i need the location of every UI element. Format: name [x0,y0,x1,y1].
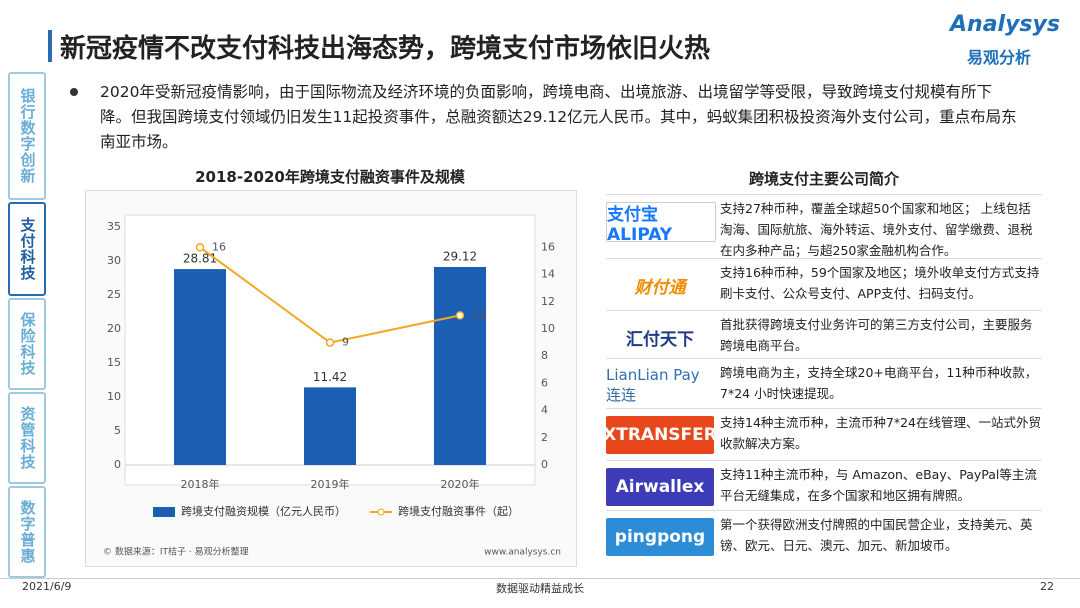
y-tick-label: 20 [107,322,121,335]
y2-tick-label: 2 [541,431,548,444]
legend-label: 跨境支付融资事件（起） [398,504,519,518]
bar-label: 29.12 [443,249,477,263]
line-point [195,243,205,252]
line-label: 11 [472,308,486,321]
side-tab[interactable]: 保险科技 [8,298,46,390]
y-tick-label: 35 [107,220,121,233]
company-desc: 跨境电商为主，支持全球20+电商平台，11种币种收款，7*24 小时快速提现。 [720,365,1038,401]
legend-swatch [153,507,175,517]
side-tab[interactable]: 银行数字创新 [8,72,46,200]
bar-label: 11.42 [313,370,347,384]
company-logo: LianLian Pay 连连 [606,366,714,404]
website: www.analysys.cn [484,548,561,558]
company-logo: 支付宝 ALIPAY [606,202,716,245]
y2-tick-label: 4 [541,404,548,417]
y2-tick-label: 8 [541,349,548,362]
x-tick-label: 2020年 [441,477,480,491]
x-tick-label: 2018年 [181,477,220,491]
row-divider [606,194,1042,195]
title-bar [48,30,52,62]
bar [174,269,226,465]
legend-label: 跨境支付融资规模（亿元人民币） [181,504,346,518]
line-label: 9 [342,336,349,349]
company-desc: 首批获得跨境支付业务许可的第三方支付公司，主要服务跨境电商平台。 [720,317,1033,353]
row-divider [606,460,1042,461]
bullet-dot [70,88,78,96]
y-tick-label: 10 [107,390,121,403]
bar [434,266,486,465]
y2-tick-label: 16 [541,240,555,253]
y-tick-label: 30 [107,254,121,267]
y-tick-label: 25 [107,288,121,301]
company-logo: Airwallex [606,468,714,506]
side-tab[interactable]: 支付科技 [8,202,46,296]
row-divider [606,358,1042,359]
row-divider [606,510,1042,511]
company-logo: 汇付天下 [606,318,714,356]
y-tick-label: 15 [107,356,121,369]
legend-swatch [377,508,385,516]
y2-tick-label: 10 [541,322,555,335]
page-title: 新冠疫情不改支付科技出海态势，跨境支付市场依旧火热 [60,34,711,64]
row-divider [606,310,1042,311]
company-desc: 第一个获得欧洲支付牌照的中国民营企业，支持美元、英镑、欧元、日元、澳元、加元、新… [720,517,1033,553]
bar [304,387,356,465]
bar-label: 28.81 [183,252,217,266]
logo-cn: 易观分析 [967,48,1032,67]
footer-page: 22 [1040,580,1054,593]
row-divider [606,258,1042,259]
source: © 数据来源：IT桔子 · 易观分析整理 [103,546,249,558]
company-desc: 支持11种主流币种，与 Amazon、eBay、PayPal等主流平台无缝集成，… [720,467,1037,503]
side-tab[interactable]: 资管科技 [8,392,46,484]
companies-title: 跨境支付主要公司简介 [748,170,899,188]
y2-tick-label: 0 [541,458,548,471]
chart: 0 5 10 15 20 25 30 35 0 2 4 6 8 10 12 14 16 2018年 2019年 202… [103,214,561,558]
company-desc: 支持27种币种，覆盖全球超50个国家和地区； 上线包括淘海、国际航旅、海外转运、… [720,201,1033,258]
footer-slogan: 数据驱动精益成长 [496,582,584,595]
y2-tick-label: 14 [541,268,555,281]
side-tab[interactable]: 数字普惠 [8,486,46,578]
company-logo: 财付通 [606,266,714,304]
footer-line [0,578,1080,579]
company-desc: 支持16种币种，59个国家及地区；境外收单支付方式支持刷卡支付、公众号支付、AP… [720,265,1040,301]
logo-en: Analysys [950,12,1060,37]
bullet-text: 2020年受新冠疫情影响，由于国际物流及经济环境的负面影响，跨境电商、出境旅游、… [100,83,1017,151]
footer-date: 2021/6/9 [22,580,72,593]
company-logo: XTRANSFER [603,416,717,454]
y2-tick-label: 12 [541,295,555,308]
x-tick-label: 2019年 [311,477,350,491]
y-tick-label: 5 [114,424,121,437]
company-desc: 支持14种主流币种，主流币种7*24在线管理、一站式外贸收款解决方案。 [720,415,1042,451]
y2-tick-label: 6 [541,376,548,389]
row-divider [606,408,1042,409]
line-point [455,311,465,320]
line-point [325,338,335,347]
company-logo: pingpong [606,518,714,556]
chart-title: 2018-2020年跨境支付融资事件及规模 [195,168,465,186]
y-tick-label: 0 [114,458,121,471]
line-label: 16 [212,240,226,253]
